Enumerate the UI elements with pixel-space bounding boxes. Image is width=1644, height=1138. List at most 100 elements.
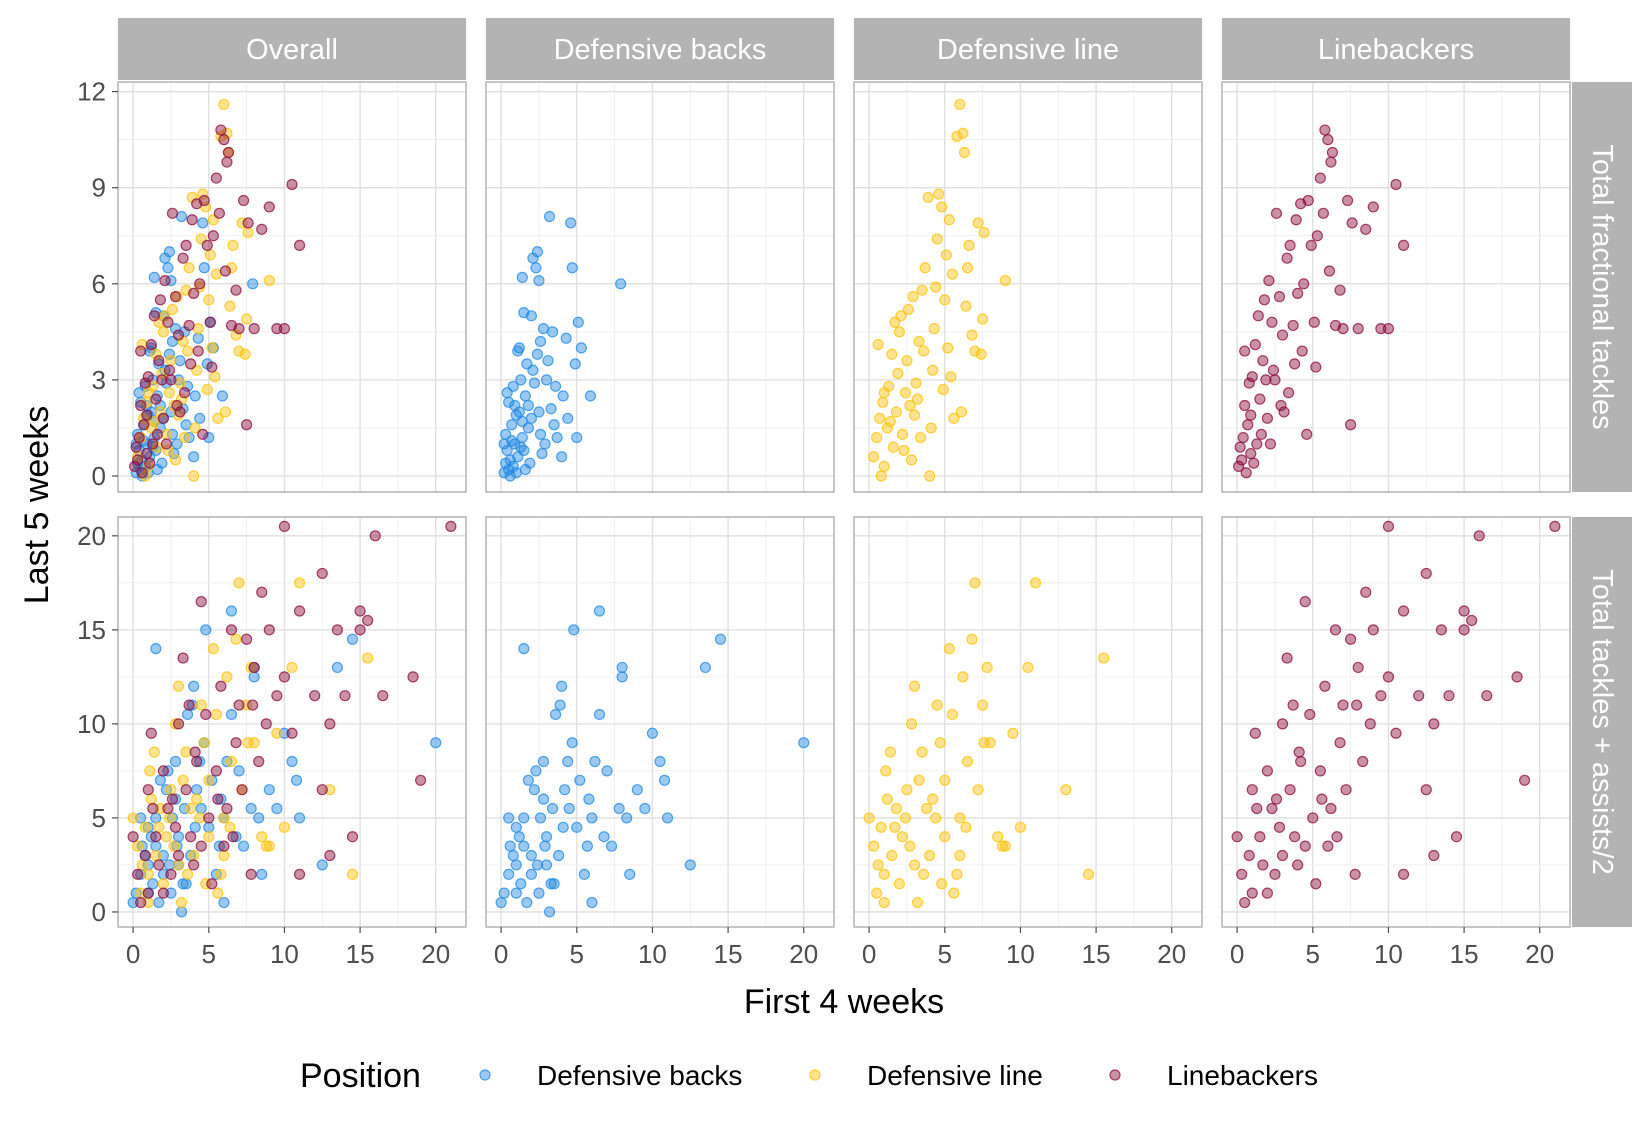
data-point: [1390, 727, 1402, 739]
panel-background: [1222, 517, 1570, 927]
data-point: [1298, 278, 1310, 290]
data-point: [1239, 896, 1251, 909]
data-point: [286, 661, 298, 674]
data-point: [191, 793, 203, 805]
data-point: [203, 812, 215, 824]
data-point: [605, 840, 618, 852]
data-point: [539, 438, 551, 450]
data-point: [195, 699, 207, 711]
data-point: [203, 431, 215, 444]
data-point: [658, 774, 671, 786]
data-point: [1367, 201, 1379, 213]
data-point: [1331, 831, 1343, 843]
data-point: [219, 265, 232, 277]
data-point: [1319, 124, 1331, 136]
data-point: [166, 428, 179, 440]
data-point: [889, 316, 901, 328]
data-point: [331, 624, 343, 636]
data-point: [247, 278, 259, 290]
data-point: [185, 358, 197, 370]
data-point: [227, 831, 239, 843]
data-point: [516, 431, 528, 444]
y-tick-label: 6: [92, 269, 106, 299]
data-point: [1473, 530, 1485, 542]
panel-background: [118, 517, 466, 927]
data-point: [936, 878, 948, 890]
panel-border: [117, 516, 467, 928]
data-point: [924, 849, 936, 862]
data-point: [506, 435, 518, 447]
data-point: [245, 802, 257, 815]
data-point: [200, 878, 212, 890]
data-point: [165, 274, 177, 287]
data-point: [162, 444, 174, 456]
y-tick-label: 0: [92, 897, 106, 927]
data-point: [233, 765, 245, 777]
data-point: [1299, 596, 1311, 608]
data-point: [430, 737, 442, 749]
data-point: [148, 310, 160, 322]
facet-strip-overall: Overall: [118, 18, 466, 80]
data-point: [528, 377, 541, 389]
data-point: [203, 831, 215, 843]
data-point: [144, 765, 156, 777]
data-point: [180, 746, 192, 758]
data-point: [886, 849, 898, 862]
data-point: [1281, 652, 1293, 664]
data-point: [930, 812, 942, 824]
data-point: [188, 287, 200, 300]
y-axis-title: Last 5 weeks: [18, 406, 56, 604]
data-point: [1261, 887, 1273, 899]
panel-overall-tackles: [117, 516, 467, 928]
data-point: [1245, 447, 1257, 460]
data-point: [148, 271, 160, 283]
data-point: [1276, 849, 1289, 862]
data-point: [992, 831, 1004, 843]
data-point: [961, 262, 974, 274]
data-point: [545, 878, 557, 890]
data-point: [1060, 784, 1072, 796]
data-point: [129, 460, 141, 472]
data-point: [1382, 323, 1395, 335]
data-point: [150, 840, 162, 852]
data-point: [172, 849, 185, 862]
data-point: [546, 802, 559, 815]
data-point: [194, 755, 206, 768]
series-defensive-line: [127, 577, 374, 909]
data-point: [135, 812, 147, 824]
facet-strip-defensive-backs: Defensive backs: [486, 18, 834, 80]
data-point: [1382, 671, 1395, 683]
data-point: [1246, 371, 1258, 383]
x-tick-label: 15: [714, 939, 743, 969]
data-point: [204, 316, 216, 328]
data-point: [157, 878, 169, 890]
data-point: [407, 671, 419, 683]
data-point: [286, 755, 298, 768]
data-point: [182, 345, 194, 357]
data-point: [1261, 412, 1273, 424]
data-point: [977, 699, 989, 711]
data-point: [916, 284, 928, 296]
data-point: [1252, 310, 1264, 322]
data-point: [951, 868, 963, 880]
data-point: [927, 364, 939, 376]
data-point: [147, 802, 159, 815]
data-point: [168, 447, 180, 460]
data-point: [624, 868, 636, 880]
data-point: [369, 530, 381, 542]
data-point: [189, 422, 201, 434]
data-point: [172, 859, 185, 871]
data-point: [174, 355, 186, 367]
data-point: [955, 406, 968, 418]
data-point: [881, 422, 893, 434]
data-point: [1264, 438, 1277, 450]
data-point: [1351, 699, 1363, 711]
data-point: [868, 451, 880, 463]
data-point: [156, 374, 168, 386]
data-point: [639, 802, 651, 815]
data-point: [914, 431, 927, 444]
data-point: [1390, 178, 1402, 191]
panel-overall-fractional: [117, 81, 467, 493]
x-axis-title: First 4 weeks: [744, 983, 944, 1021]
